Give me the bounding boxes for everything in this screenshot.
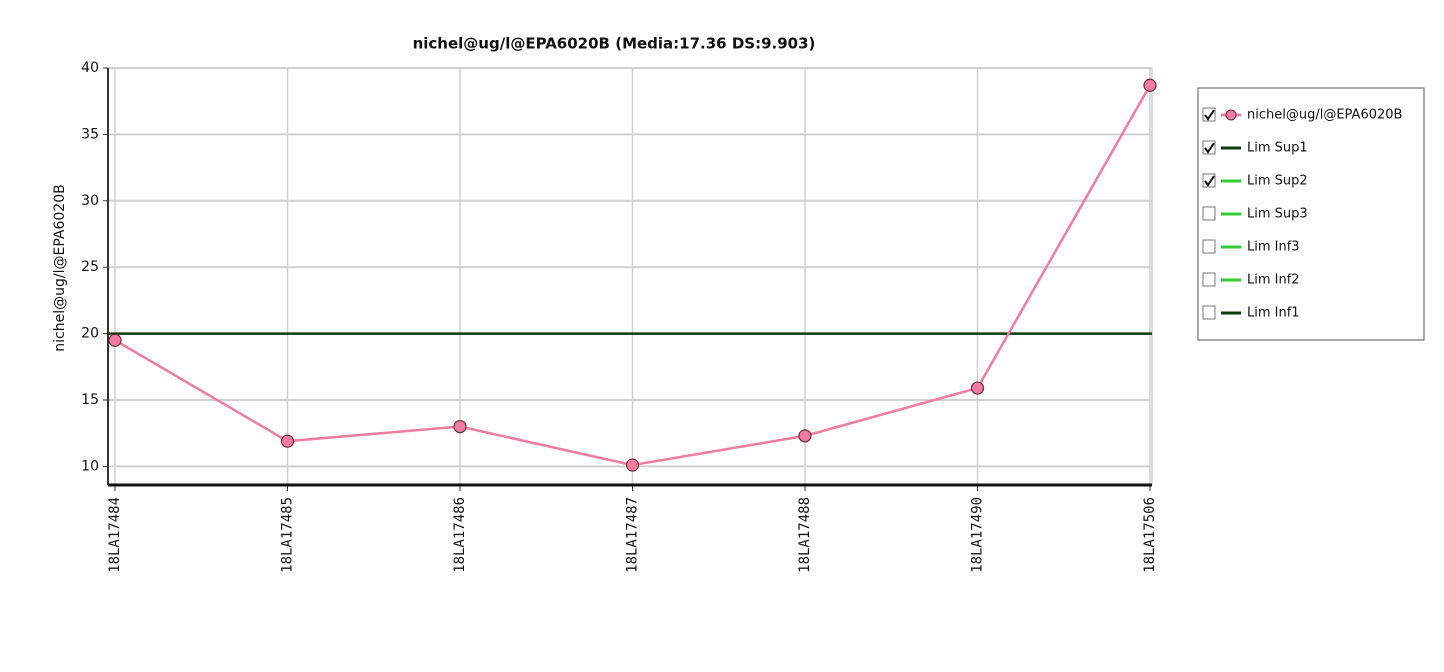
legend-checkbox [1202, 206, 1216, 221]
data-point [970, 381, 985, 395]
legend-label: Lim Sup1 [1247, 141, 1308, 156]
x-tick-label: 18LA17488 [797, 497, 813, 573]
y-tick-label: 30 [81, 193, 99, 209]
x-tick-label: 18LA17486 [452, 497, 468, 573]
data-point [1143, 78, 1157, 92]
legend-checkbox [1202, 272, 1216, 287]
data-point [108, 333, 122, 347]
data-point [280, 434, 295, 448]
legend-check [1204, 109, 1215, 121]
legend-label: Lim Inf1 [1247, 306, 1300, 321]
x-tick-label: 18LA17506 [1142, 497, 1158, 573]
chart-title: nichel@ug/l@EPA6020B (Media:17.36 DS:9.9… [413, 35, 816, 53]
legend-label: nichel@ug/l@EPA6020B [1247, 108, 1402, 123]
y-tick-label: 40 [81, 60, 99, 76]
data-point [798, 429, 812, 443]
legend-checkbox [1202, 239, 1216, 254]
y-tick-label: 35 [81, 126, 99, 142]
y-tick-label: 25 [81, 259, 99, 275]
x-tick-label: 18LA17487 [625, 497, 641, 573]
legend-check [1204, 175, 1215, 187]
data-point [453, 419, 467, 434]
legend-checkbox [1202, 305, 1216, 320]
x-tick-label: 18LA17485 [280, 497, 296, 573]
legend-marker [1225, 109, 1237, 121]
y-tick-label: 20 [81, 326, 99, 342]
legend-label: Lim Inf3 [1247, 240, 1300, 255]
legend-label: Lim Inf2 [1247, 273, 1300, 288]
plot-area [107, 67, 1153, 486]
y-axis-label: nichel@ug/l@EPA6020B [52, 184, 68, 351]
x-tick-label: 18LA17484 [107, 497, 123, 573]
legend-label: Lim Sup3 [1247, 207, 1308, 222]
x-tick-label: 18LA17490 [970, 497, 986, 573]
y-tick-label: 15 [81, 392, 99, 408]
legend-label: Lim Sup2 [1247, 174, 1308, 189]
y-tick-label: 10 [81, 458, 99, 474]
legend-check [1204, 142, 1215, 154]
data-point [625, 458, 640, 472]
